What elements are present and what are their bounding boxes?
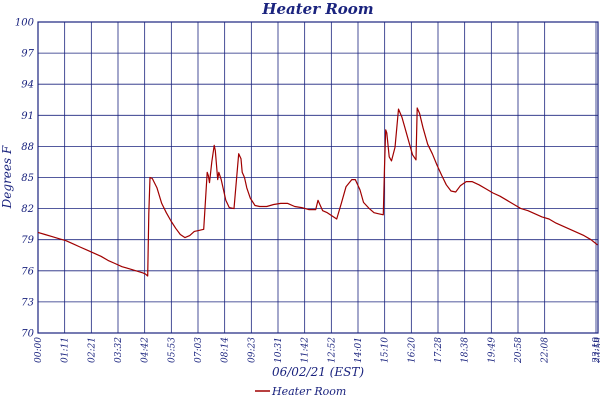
horizontal-gridlines (38, 52, 598, 303)
x-tick-label: 00:00 (34, 337, 44, 363)
y-tick-label: 97 (21, 49, 34, 60)
x-tick-label: 07:03 (194, 337, 204, 363)
y-tick-label: 91 (21, 111, 34, 122)
x-tick-labels: 00:00 01:11 02:21 03:32 04:42 05:53 07:03 08:14… (34, 337, 600, 364)
x-tick-label: 08:14 (221, 337, 231, 363)
plot-area-frame (37, 21, 599, 334)
x-tick-label: 15:10 (381, 337, 391, 363)
y-tick-label: 88 (21, 142, 34, 153)
x-tick-label: 03:32 (114, 337, 124, 363)
x-tick-label: 04:42 (141, 337, 151, 363)
x-tick-label: 14:01 (354, 337, 364, 363)
x-tick-label: 11:42 (301, 337, 311, 363)
y-axis-label: Degrees F (0, 145, 14, 209)
y-tick-label: 82 (21, 204, 34, 215)
x-tick-label: 22:08 (541, 337, 551, 364)
y-tick-label: 70 (21, 329, 34, 340)
legend: Heater Room (255, 385, 346, 398)
y-tick-label: 73 (21, 297, 34, 308)
y-tick-label: 100 (15, 18, 35, 29)
x-tick-label: 23:19 (592, 337, 600, 364)
x-tick-label: 09:23 (247, 337, 257, 363)
x-tick-label: 12:52 (327, 337, 337, 363)
x-tick-label: 05:53 (167, 337, 177, 363)
x-tick-label: 20:58 (514, 337, 524, 364)
x-tick-label: 02:21 (87, 337, 97, 363)
x-tick-label: 23:59 (594, 337, 600, 364)
y-tick-label: 94 (21, 80, 34, 91)
legend-label: Heater Room (271, 385, 346, 398)
chart-title: Heater Room (261, 0, 373, 18)
x-tick-label: 18:38 (461, 337, 471, 363)
series-line (37, 107, 598, 277)
y-tick-label: 85 (21, 173, 34, 184)
x-tick-label: 01:11 (61, 337, 71, 363)
y-tick-label: 76 (21, 266, 34, 277)
x-tick-label: 10:31 (274, 337, 284, 363)
y-tick-labels: 70 73 76 79 82 85 88 91 94 97 100 (15, 18, 35, 340)
x-tick-label: 19:49 (487, 337, 497, 363)
series-layer (37, 107, 598, 277)
y-tick-label: 79 (21, 235, 34, 246)
x-tick-label: 16:20 (407, 337, 417, 363)
x-tick-label: 17:28 (434, 337, 444, 363)
x-axis-label: 06/02/21 (EST) (272, 365, 364, 379)
